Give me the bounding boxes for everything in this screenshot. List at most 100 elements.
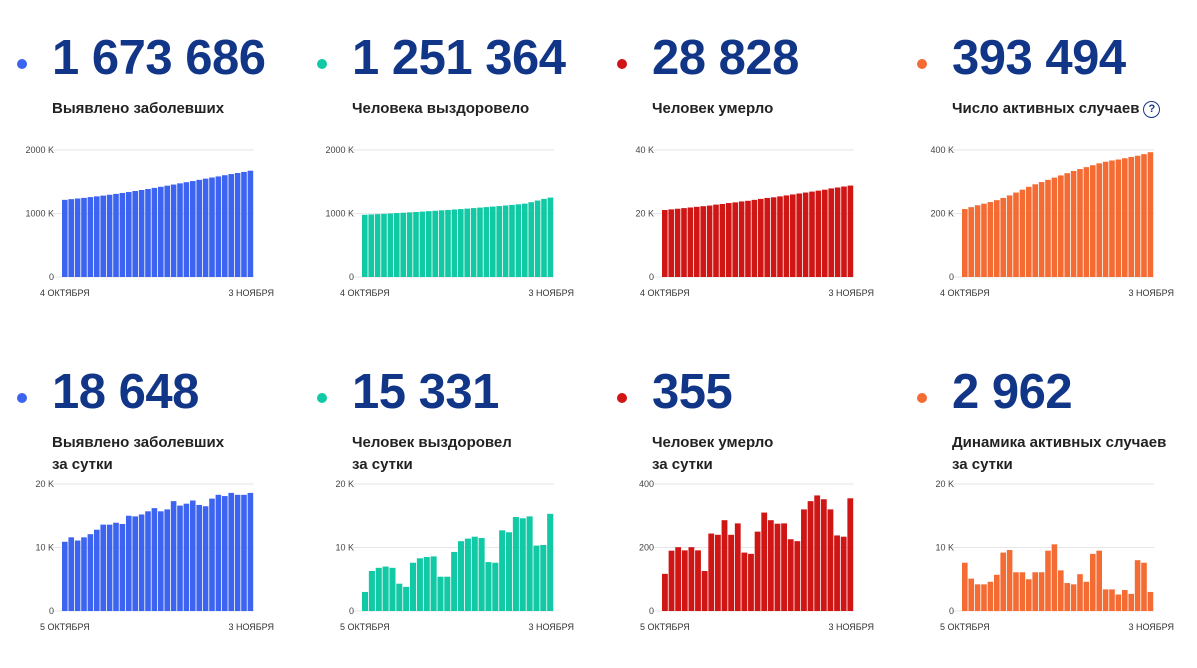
bar [196,504,202,611]
y-tick-label: 400 K [930,145,954,155]
y-tick-label: 10 K [335,543,354,553]
bar [509,204,515,277]
bar [1051,177,1058,277]
bar [841,186,847,277]
bar [801,509,807,611]
bar [834,535,840,611]
stat-value: 28 828 [652,31,799,85]
bar [234,494,241,611]
bar [375,567,382,611]
bar [1019,572,1026,611]
bar [228,492,234,611]
bar [814,495,821,611]
stat-card: 28 828 Человек умерло 0 20 K 40 K 4 ОКТЯБРЯ 3 … [600,0,900,334]
stat-card: 1 251 364 Человека выздоровело 0 1000 K 2000… [300,0,600,334]
bar [222,175,228,277]
bar [1128,593,1134,611]
stat-label: Человека выздоровело [352,98,529,120]
x-start-label: 5 ОКТЯБРЯ [940,622,990,632]
bar [761,512,768,611]
bar [526,516,533,611]
bar [1026,579,1032,611]
bar [834,187,841,277]
series-dot-icon [17,393,27,403]
x-end-label: 3 НОЯБРЯ [828,622,874,632]
bar [770,197,777,277]
bar [987,581,994,611]
bar [822,189,828,277]
help-icon[interactable]: ? [1143,101,1161,118]
bar [183,503,190,611]
bar [1070,584,1077,611]
stat-value: 355 [652,365,733,419]
bar [381,213,387,277]
bar [687,207,694,277]
bar [840,536,847,611]
stat-card: 15 331 Человек выздоровел за сутки 0 10 K 20 … [300,334,600,668]
bar [547,197,554,277]
bar [721,520,728,611]
series-dot-icon [317,393,327,403]
bar [177,183,183,277]
x-end-label: 3 НОЯБРЯ [228,622,274,632]
bar [396,583,403,611]
bar [847,185,854,277]
bar [1147,152,1154,277]
bar [158,186,164,277]
bar [74,198,81,277]
bar [438,210,445,277]
x-start-label: 5 ОКТЯБРЯ [40,622,90,632]
bar [464,208,470,277]
bar [215,494,222,611]
bar [362,591,369,611]
stat-value: 2 962 [952,365,1073,419]
bar [1083,581,1090,611]
x-start-label: 4 ОКТЯБРЯ [640,288,690,298]
bar [1019,189,1026,277]
bar [807,501,814,611]
y-tick-label: 0 [949,272,954,282]
bar [458,541,465,611]
x-start-label: 4 ОКТЯБРЯ [40,288,90,298]
bar [113,522,119,611]
bar [132,191,138,277]
bar [437,576,444,611]
bar [1064,173,1070,277]
bar [1109,589,1115,611]
bar [403,586,410,611]
bar [1090,553,1096,611]
bar [209,498,215,611]
bar [701,571,708,612]
bar [444,576,451,611]
stat-value: 15 331 [352,365,499,419]
bar [413,211,419,277]
stat-label: Динамика активных случаев за сутки [952,432,1166,476]
bar [126,192,132,277]
bar [1051,544,1058,611]
bar [751,199,758,277]
bar [1077,574,1083,611]
bar [688,547,695,611]
bar [170,501,177,611]
bar [209,177,215,277]
bar [1038,572,1045,611]
bar [483,207,490,277]
y-tick-label: 0 [49,272,54,282]
bar [787,539,794,611]
bar [158,511,164,611]
bar [974,205,981,277]
stat-label: Человек умерло [652,98,773,120]
bar [362,214,368,277]
bar [981,203,987,277]
bar [222,496,228,611]
bar [1032,572,1038,611]
bar [728,534,735,611]
y-tick-label: 1000 K [25,209,54,219]
bar [68,199,74,277]
bar [777,196,783,277]
stat-card: 1 673 686 Выявлено заболевших 0 1000 K 2000 … [0,0,300,334]
bar [506,532,513,611]
stat-label: Число активных случаев? [952,98,1161,120]
stat-label-line: Человек умерло [652,434,774,451]
bar [794,541,801,611]
